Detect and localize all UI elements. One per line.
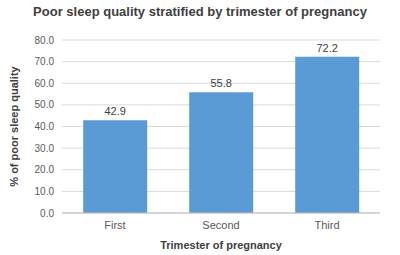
svg-text:72.2: 72.2 xyxy=(316,42,337,54)
svg-text:30.0: 30.0 xyxy=(35,143,55,154)
html-text:Poor sleep quality stratified: Poor sleep quality stratified by trimest… xyxy=(33,4,367,19)
svg-text:Third: Third xyxy=(314,219,339,231)
svg-text:Trimester of pregnancy: Trimester of pregnancy xyxy=(160,239,283,251)
svg-text:% of poor sleep quality: % of poor sleep quality xyxy=(8,65,20,186)
svg-text:70.0: 70.0 xyxy=(35,56,55,67)
svg-text:40.0: 40.0 xyxy=(35,121,55,132)
svg-text:60.0: 60.0 xyxy=(35,78,55,89)
svg-text:First: First xyxy=(104,219,125,231)
svg-text:80.0: 80.0 xyxy=(35,35,55,46)
svg-text:42.9: 42.9 xyxy=(104,105,125,117)
svg-text:10.0: 10.0 xyxy=(35,186,55,197)
svg-text:55.8: 55.8 xyxy=(210,77,231,89)
svg-text:0.0: 0.0 xyxy=(40,208,54,219)
svg-text:50.0: 50.0 xyxy=(35,99,55,110)
svg-text:Second: Second xyxy=(202,219,239,231)
svg-text:20.0: 20.0 xyxy=(35,164,55,175)
